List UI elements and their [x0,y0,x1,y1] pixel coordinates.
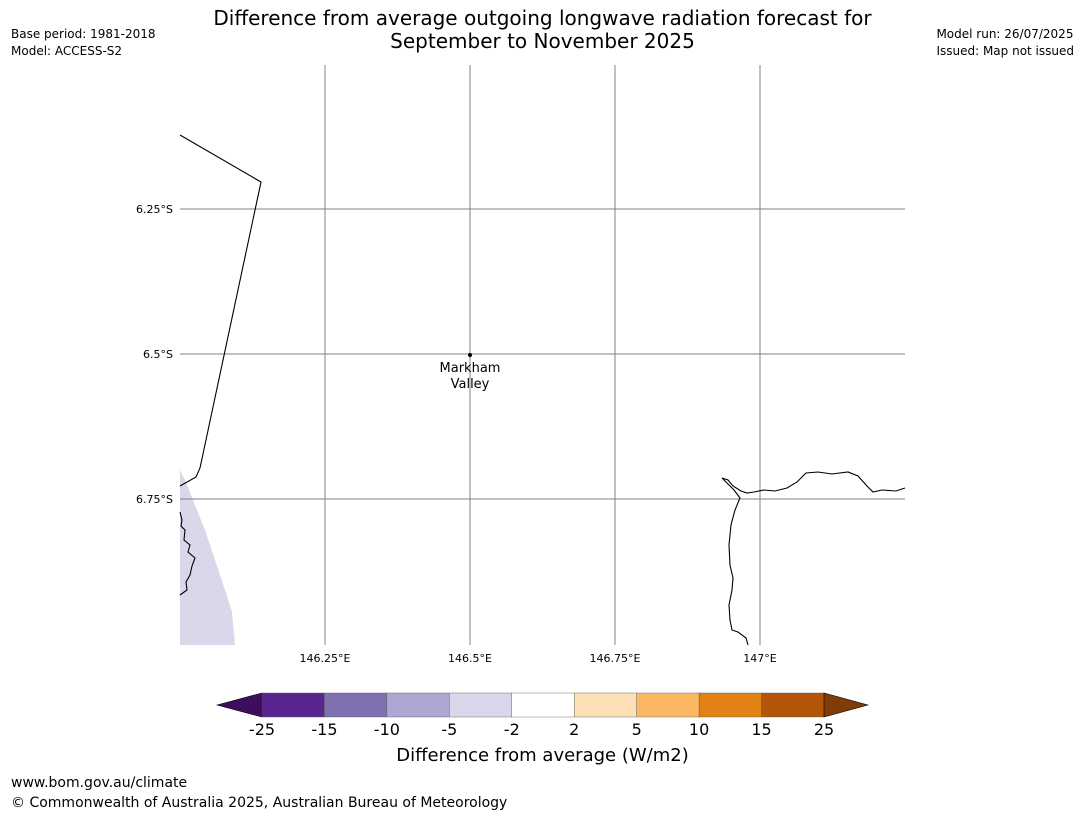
anomaly-shading [180,470,235,645]
model-name: Model: ACCESS-S2 [11,44,123,58]
colorbar-tick-label: 10 [688,720,710,739]
metadata-right: Model run: 26/07/2025 Issued: Map not is… [936,26,1074,60]
colorbar-segment [449,692,512,718]
forecast-map: Markham Valley 6.25°S 6.5°S 6.75°S 146.2… [136,65,906,665]
colorbar-label: Difference from average (W/m2) [396,745,689,766]
title-line-2: September to November 2025 [390,29,695,53]
base-period: Base period: 1981-2018 [11,27,156,41]
footer-url: www.bom.gov.au/climate [11,775,188,791]
colorbar-segment [261,692,325,718]
colorbar-segment [636,692,700,718]
colorbar-extend-low [215,692,263,718]
coastline-west [179,511,196,596]
markham-valley-marker [468,353,472,357]
colorbar-segment [324,692,388,718]
colorbar-tick-label: -15 [311,720,338,739]
place-label-line-2: Valley [451,377,490,392]
lon-label-2: 146.5°E [448,652,492,665]
lon-label-1: 146.25°E [300,652,351,665]
colorbar-tick-label: -25 [248,720,276,739]
title-line-1: Difference from average outgoing longwav… [213,6,872,30]
colorbar-tick-label: -5 [441,720,458,739]
colorbar-segment [761,692,825,718]
colorbar-segment [574,692,637,718]
colorbar [215,692,870,718]
lat-label-1: 6.25°S [136,203,173,216]
metadata-left: Base period: 1981-2018 Model: ACCESS-S2 [11,26,156,60]
colorbar-segment [698,692,762,718]
colorbar-segment [511,692,575,718]
coastline-east [721,471,906,646]
colorbar-tick-label: 25 [813,720,835,739]
border-line [179,134,262,487]
graticule [180,65,905,645]
lat-label-3: 6.75°S [136,493,173,506]
map-title: Difference from average outgoing longwav… [0,7,1085,53]
model-run: Model run: 26/07/2025 [936,27,1074,41]
lat-label-2: 6.5°S [143,348,173,361]
place-label-line-1: Markham [440,361,501,376]
lon-label-4: 147°E [743,652,776,665]
colorbar-segment [386,692,450,718]
colorbar-extend-high [823,692,870,718]
colorbar-tick-label: 15 [751,720,772,739]
colorbar-tick-label: 2 [569,720,580,739]
lon-label-3: 146.75°E [590,652,641,665]
issued-status: Issued: Map not issued [936,44,1074,58]
footer-copyright: © Commonwealth of Australia 2025, Austra… [11,795,508,811]
colorbar-tick-label: 5 [631,720,642,739]
colorbar-tick-label: -10 [373,720,400,739]
colorbar-tick-label: -2 [503,720,520,739]
